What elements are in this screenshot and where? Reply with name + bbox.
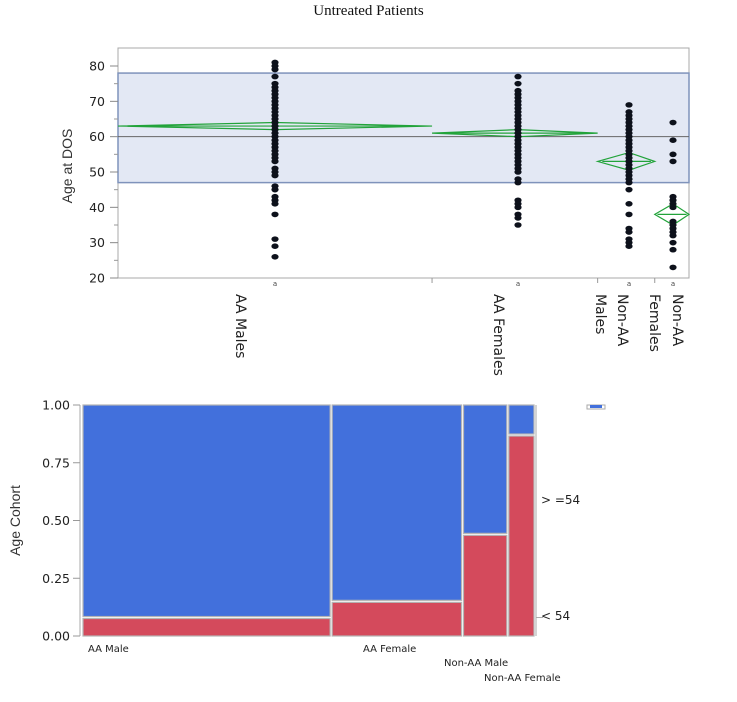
data-point bbox=[669, 151, 677, 158]
mosaic-cell-lt54 bbox=[82, 617, 331, 637]
x-category-label: Non-AA Male bbox=[444, 658, 508, 669]
data-point bbox=[625, 211, 633, 218]
mosaic-cell-lt54 bbox=[508, 435, 535, 637]
y-tick-label: 0.25 bbox=[42, 571, 70, 586]
data-point bbox=[625, 229, 633, 235]
means-diamond bbox=[595, 151, 657, 171]
x-category-label: AA Males bbox=[232, 294, 248, 358]
chart-title: Untreated Patients bbox=[313, 3, 424, 19]
data-point bbox=[625, 201, 633, 207]
data-point bbox=[514, 222, 522, 228]
data-point bbox=[669, 158, 677, 165]
x-category-label: AA Female bbox=[363, 644, 416, 655]
mosaic-cell-lt54 bbox=[462, 534, 508, 637]
y-tick-label: 0.75 bbox=[42, 455, 70, 470]
data-point bbox=[271, 158, 279, 165]
legend-swatch bbox=[590, 405, 602, 408]
x-tick-mark: a bbox=[516, 280, 520, 288]
means-diamond bbox=[653, 203, 691, 226]
x-tick-mark: a bbox=[671, 280, 675, 288]
y-axis-label: Age Cohort bbox=[7, 485, 23, 556]
x-category-label: AA Male bbox=[88, 644, 129, 655]
y-tick-label: 40 bbox=[89, 200, 105, 215]
mosaic-cell-ge54 bbox=[508, 404, 535, 435]
data-point bbox=[669, 246, 677, 253]
y-tick-label: 80 bbox=[89, 59, 105, 74]
y-tick-label: 70 bbox=[89, 94, 105, 109]
data-point bbox=[514, 179, 522, 186]
data-point bbox=[669, 232, 677, 239]
data-point bbox=[514, 215, 522, 221]
mosaic-cell-ge54 bbox=[331, 404, 463, 601]
data-point bbox=[271, 201, 279, 207]
mosaic-cell-lt54 bbox=[331, 601, 463, 637]
x-category-label: AA Females bbox=[490, 294, 506, 376]
data-point bbox=[514, 80, 522, 87]
y-tick-label: 0.50 bbox=[42, 513, 70, 528]
x-category-label: Males bbox=[592, 294, 608, 334]
data-point bbox=[271, 73, 279, 80]
x-category-label: Non-AA bbox=[614, 294, 630, 347]
x-tick-mark: a bbox=[627, 280, 631, 288]
data-point bbox=[669, 204, 677, 211]
data-point bbox=[625, 186, 633, 193]
data-point bbox=[514, 169, 522, 175]
data-point bbox=[271, 243, 279, 249]
y-tick-label: 60 bbox=[89, 129, 105, 144]
y-axis-label: Age at DOS bbox=[59, 129, 75, 204]
x-category-label: Females bbox=[646, 294, 662, 352]
data-point bbox=[625, 102, 633, 108]
level-label-lt54: < 54 bbox=[541, 609, 570, 623]
x-tick-mark: a bbox=[273, 280, 277, 288]
oneway-plot: 20 30 40 50 60 70 80 Age at DOS a a a a AA Males AA F… bbox=[59, 47, 691, 376]
data-point bbox=[514, 73, 522, 80]
data-point bbox=[271, 211, 279, 218]
means-diamond bbox=[117, 121, 433, 131]
y-tick-label: 20 bbox=[89, 271, 105, 286]
data-point bbox=[271, 66, 279, 73]
level-label-ge54: > =54 bbox=[541, 493, 580, 507]
data-point bbox=[669, 119, 677, 126]
data-point bbox=[271, 253, 279, 260]
data-point bbox=[271, 236, 279, 242]
data-point bbox=[669, 137, 677, 143]
legend-frame bbox=[586, 404, 606, 410]
y-tick-label: 50 bbox=[89, 165, 105, 180]
x-category-label: Non-AA bbox=[669, 294, 685, 347]
y-tick-label: 0.00 bbox=[42, 629, 70, 644]
data-point bbox=[271, 172, 279, 179]
y-tick-label: 30 bbox=[89, 235, 105, 250]
x-category-label: Non-AA Female bbox=[484, 673, 561, 684]
data-point bbox=[271, 186, 279, 193]
means-diamond bbox=[432, 128, 598, 138]
data-point bbox=[625, 243, 633, 249]
data-point bbox=[625, 179, 633, 186]
y-tick-label: 1.00 bbox=[42, 398, 70, 413]
mosaic-cell-ge54 bbox=[82, 404, 331, 618]
mosaic-cell-ge54 bbox=[462, 404, 508, 534]
data-point bbox=[669, 264, 677, 271]
data-point bbox=[514, 204, 522, 211]
data-point bbox=[669, 239, 677, 246]
